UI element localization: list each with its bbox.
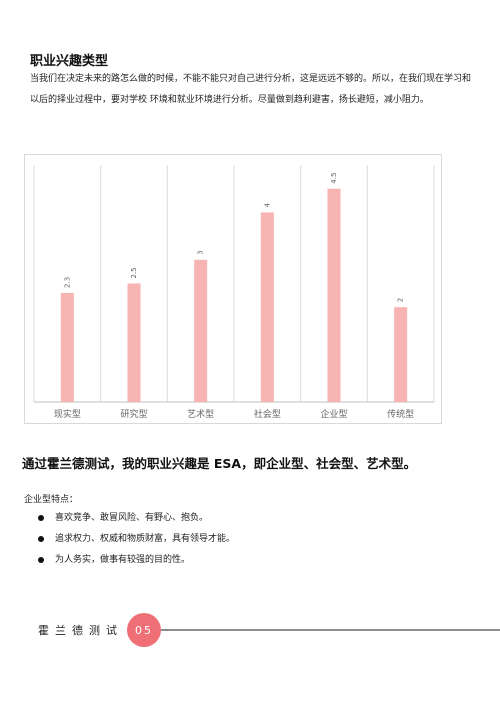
chart-bar — [194, 259, 208, 402]
trait-item: 喜欢竞争、敢冒风险、有野心、抱负。 — [38, 508, 235, 529]
trait-text: 为人务实，做事有较强的目的性。 — [55, 555, 191, 565]
intro-paragraph: 当我们在决定未来的路怎么做的时候，不能不能只对自己进行分析，这是远远不够的。所以… — [30, 74, 472, 105]
chart-svg: 2.3 现实型 2.5 研究型 3 艺术型 4 社会型 4.5 企业型 2 传统型 — [33, 165, 435, 420]
chart-bar — [127, 283, 141, 402]
chart-bar — [60, 292, 74, 402]
trait-text: 喜欢竞争、敢冒风险、有野心、抱负。 — [55, 513, 209, 523]
traits-title: 企业型特点： — [24, 495, 79, 505]
chart-data-label: 3 — [197, 250, 205, 254]
interest-bar-chart: 2.3 现实型 2.5 研究型 3 艺术型 4 社会型 4.5 企业型 2 传统型 — [24, 154, 442, 424]
chart-category-label: 传统型 — [387, 408, 414, 420]
page-number: 05 — [135, 623, 153, 637]
chart-data-label: 2.5 — [130, 267, 138, 278]
chart-category-label: 企业型 — [320, 408, 347, 420]
footer-title: 霍兰德测试 — [38, 624, 123, 637]
bullet-icon — [38, 557, 44, 563]
chart-category-label: 社会型 — [254, 408, 281, 420]
traits-list: 喜欢竞争、敢冒风险、有野心、抱负。 追求权力、权威和物质财富，具有领导才能。 为… — [38, 508, 235, 571]
chart-data-label: 2 — [397, 298, 405, 302]
chart-bar — [260, 212, 274, 402]
chart-bar — [394, 307, 408, 402]
chart-category-label: 艺术型 — [187, 408, 214, 420]
chart-data-label: 2.3 — [63, 277, 71, 288]
page-number-badge: 05 — [127, 613, 161, 647]
chart-data-label: 4.5 — [330, 173, 338, 184]
footer-divider — [161, 629, 500, 631]
test-result: 通过霍兰德测试，我的职业兴趣是 ESA，即企业型、社会型、艺术型。 — [22, 456, 417, 471]
chart-category-label: 现实型 — [54, 408, 81, 420]
chart-bar — [327, 188, 341, 402]
bullet-icon — [38, 536, 44, 542]
trait-item: 追求权力、权威和物质财富，具有领导才能。 — [38, 529, 235, 550]
bullet-icon — [38, 515, 44, 521]
trait-item: 为人务实，做事有较强的目的性。 — [38, 550, 235, 571]
section-heading: 职业兴趣类型 — [30, 54, 109, 69]
trait-text: 追求权力、权威和物质财富，具有领导才能。 — [55, 534, 236, 544]
chart-data-label: 4 — [263, 202, 271, 207]
chart-category-label: 研究型 — [120, 408, 147, 420]
